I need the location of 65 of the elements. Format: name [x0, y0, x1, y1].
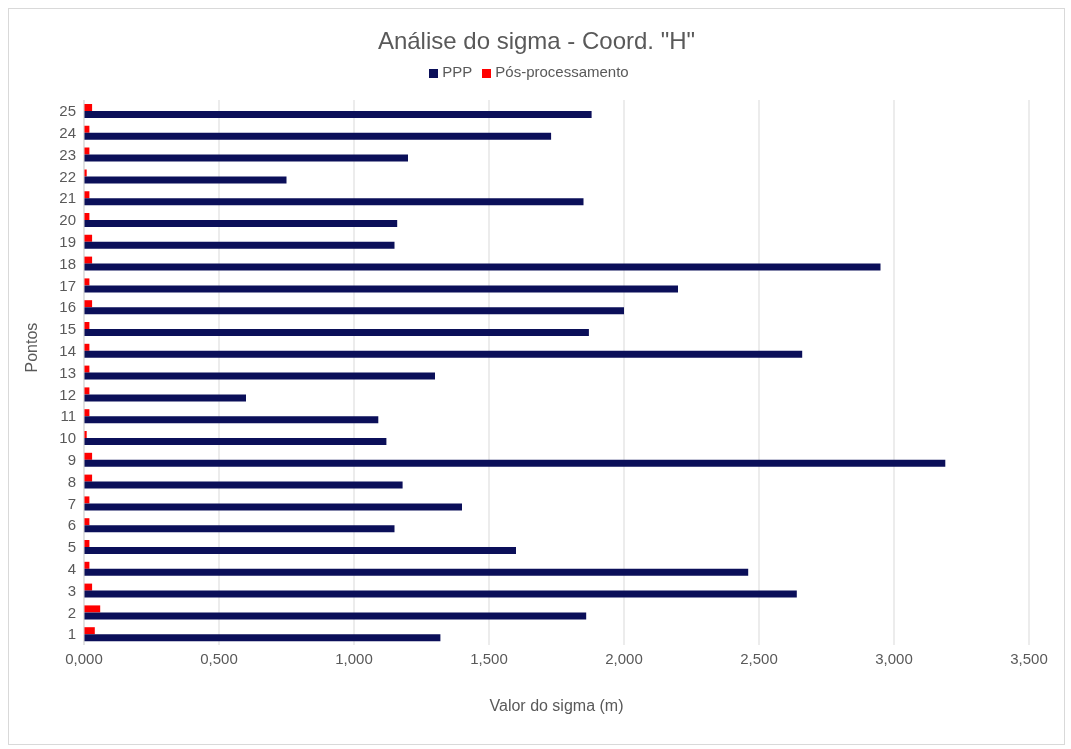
y-tick-label: 19 [59, 233, 76, 251]
bar [84, 220, 398, 227]
bar [84, 459, 946, 467]
y-tick-label: 21 [59, 189, 76, 207]
bar [84, 198, 584, 206]
bar [84, 394, 246, 402]
bar [84, 525, 395, 533]
y-tick-label: 3 [67, 581, 76, 599]
y-tick-label: 2 [67, 603, 76, 621]
x-tick-label: 1,500 [470, 649, 508, 667]
bar [84, 481, 403, 489]
y-tick-label: 4 [67, 560, 76, 578]
y-tick-label: 6 [67, 516, 76, 534]
y-tick-label: 1 [67, 625, 76, 643]
y-tick-label: 15 [59, 320, 76, 338]
bar [84, 605, 101, 613]
x-tick-label: 3,500 [1010, 649, 1048, 667]
bar [84, 329, 589, 336]
y-tick-label: 20 [59, 211, 76, 229]
y-tick-label: 22 [59, 167, 76, 185]
bar [84, 568, 749, 576]
x-tick-label: 2,000 [605, 649, 643, 667]
y-tick-label: 24 [59, 124, 76, 142]
legend-label: PPP [442, 63, 473, 80]
bar [84, 307, 624, 315]
bar [84, 176, 287, 184]
bar [84, 438, 387, 445]
bar [84, 627, 95, 635]
bar [84, 503, 462, 511]
y-tick-label: 9 [67, 451, 76, 469]
y-tick-label: 17 [59, 276, 76, 294]
y-tick-label: 10 [59, 429, 76, 447]
y-tick-label: 23 [59, 145, 76, 163]
y-tick-label: 14 [59, 342, 76, 360]
y-tick-label: 8 [67, 472, 76, 490]
x-axis-title: Valor do sigma (m) [489, 697, 624, 715]
bar [84, 263, 881, 271]
bar [84, 634, 441, 642]
y-tick-label: 13 [59, 363, 76, 381]
bar [84, 132, 552, 140]
y-tick-label: 11 [60, 407, 76, 425]
x-tick-label: 1,000 [335, 649, 373, 667]
y-tick-label: 5 [67, 538, 76, 556]
y-tick-label: 16 [59, 298, 76, 316]
x-tick-label: 2,500 [740, 649, 778, 667]
bar [84, 285, 678, 293]
bar [84, 372, 435, 380]
x-tick-label: 0,500 [200, 649, 238, 667]
bar [84, 612, 587, 620]
bar [84, 241, 395, 249]
x-tick-label: 0,000 [65, 649, 103, 667]
x-tick-label: 3,000 [875, 649, 913, 667]
y-tick-label: 18 [59, 254, 76, 272]
bar [84, 111, 592, 118]
y-tick-label: 7 [67, 494, 76, 512]
bar [84, 547, 516, 554]
bar [84, 416, 379, 424]
bar [84, 154, 408, 162]
bar [84, 590, 797, 598]
chart-title: Análise do sigma - Coord. "H" [376, 27, 697, 55]
bar [84, 350, 803, 358]
legend-label: Pós-processamento [495, 63, 629, 80]
y-tick-label: 12 [59, 385, 76, 403]
y-tick-label: 25 [59, 102, 76, 120]
y-axis-title: Pontos [22, 322, 40, 373]
